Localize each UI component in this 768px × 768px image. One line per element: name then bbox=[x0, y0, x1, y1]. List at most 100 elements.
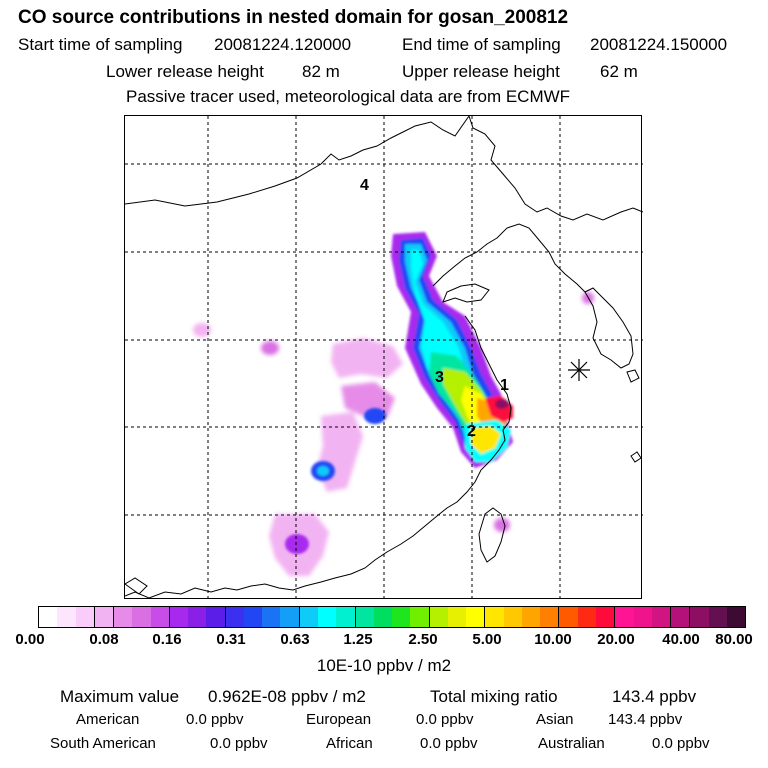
colorbar-swatch bbox=[299, 607, 318, 627]
colorbar-swatch bbox=[485, 607, 504, 627]
colorbar-tick-9: 20.00 bbox=[597, 631, 635, 648]
colorbar-swatch bbox=[540, 607, 560, 627]
plume-haze bbox=[193, 292, 594, 576]
lower-height-label: Lower release height bbox=[106, 62, 264, 81]
colorbar-swatch bbox=[280, 607, 300, 627]
european-label: European bbox=[306, 711, 372, 728]
coast-island-3 bbox=[124, 577, 148, 595]
lower-height-value: 82 m bbox=[302, 62, 340, 81]
colorbar-unit: 10E-10 ppbv / m2 bbox=[316, 656, 452, 675]
colorbar-swatch bbox=[447, 607, 467, 627]
map-grid bbox=[125, 116, 643, 600]
colorbar-tick-6: 2.50 bbox=[408, 631, 438, 648]
south-american-value: 0.0 ppbv bbox=[210, 735, 268, 752]
start-time-value: 20081224.120000 bbox=[214, 35, 352, 54]
colorbar-swatch bbox=[243, 607, 263, 627]
region-label-1: 1 bbox=[500, 377, 509, 394]
plume-corridor bbox=[285, 232, 513, 554]
colorbar-swatch bbox=[373, 607, 393, 627]
colorbar-swatch bbox=[150, 607, 170, 627]
australian-label: Australian bbox=[538, 735, 605, 752]
colorbar-swatch bbox=[429, 607, 448, 627]
european-value: 0.0 ppbv bbox=[416, 711, 474, 728]
border-northeast bbox=[468, 115, 644, 221]
plume-blob-inland bbox=[364, 408, 386, 424]
colorbar-swatch bbox=[690, 607, 709, 627]
american-label: American bbox=[76, 711, 140, 728]
colorbar-swatch bbox=[466, 607, 486, 627]
colorbar-tick-4: 0.63 bbox=[280, 631, 310, 648]
coast-island-2 bbox=[630, 451, 642, 463]
australian-value: 0.0 ppbv bbox=[652, 735, 710, 752]
american-value: 0.0 ppbv bbox=[186, 711, 244, 728]
end-time-label: End time of sampling bbox=[402, 35, 561, 54]
plume-blob-far-south bbox=[285, 534, 309, 554]
plume-haze-central bbox=[331, 338, 403, 378]
colorbar-swatch bbox=[132, 607, 151, 627]
start-time-label: Start time of sampling bbox=[18, 35, 183, 54]
max-value: 0.962E-08 ppbv / m2 bbox=[208, 687, 366, 706]
end-time-value: 20081224.150000 bbox=[590, 35, 728, 54]
receptor-star-icon bbox=[568, 359, 590, 381]
total-mixing-label: Total mixing ratio bbox=[430, 687, 558, 706]
plume-south-yellow bbox=[471, 426, 501, 454]
colorbar-swatch bbox=[633, 607, 652, 627]
total-mixing-value: 143.4 ppbv bbox=[612, 687, 697, 706]
colorbar-swatch bbox=[503, 607, 522, 627]
colorbar-swatch bbox=[559, 607, 578, 627]
coastlines bbox=[124, 115, 644, 599]
asian-label: Asian bbox=[536, 711, 574, 728]
map-svg: 1 2 3 4 bbox=[124, 115, 644, 600]
colorbar-swatch bbox=[75, 607, 95, 627]
plume-spot-far-west bbox=[193, 323, 211, 337]
colorbar-swatch bbox=[392, 607, 411, 627]
colorbar-swatch bbox=[615, 607, 634, 627]
colorbar-swatch bbox=[671, 607, 691, 627]
colorbar-swatch bbox=[355, 607, 374, 627]
colorbar-swatch bbox=[262, 607, 281, 627]
plot-title: CO source contributions in nested domain… bbox=[18, 7, 569, 28]
colorbar-tick-3: 0.31 bbox=[216, 631, 246, 648]
region-label-3: 3 bbox=[435, 369, 444, 386]
colorbar-swatch bbox=[577, 607, 596, 627]
coast-island-1 bbox=[626, 369, 640, 383]
colorbar-swatch bbox=[708, 607, 727, 627]
plume-blob-southwest-core bbox=[317, 466, 329, 476]
colorbar-swatch bbox=[317, 607, 337, 627]
plume-spot-taiwan bbox=[494, 518, 510, 532]
colorbar-swatch bbox=[206, 607, 226, 627]
coast-korea bbox=[584, 287, 634, 369]
colorbar-swatch bbox=[726, 607, 746, 627]
colorbar-swatch bbox=[114, 607, 133, 627]
asian-value: 143.4 ppbv bbox=[608, 711, 683, 728]
colorbar-tick-11: 80.00 bbox=[715, 631, 753, 648]
colorbar-tick-7: 5.00 bbox=[472, 631, 502, 648]
colorbar-tick-0: 0.00 bbox=[15, 631, 45, 648]
coast-china-south bbox=[124, 315, 512, 599]
region-label-4: 4 bbox=[360, 177, 369, 194]
colorbar-swatch bbox=[39, 607, 58, 627]
african-label: African bbox=[326, 735, 373, 752]
plume-spot-west bbox=[261, 341, 279, 355]
upper-height-label: Upper release height bbox=[402, 62, 560, 81]
coast-bohai bbox=[432, 223, 586, 293]
colorbar-swatch bbox=[94, 607, 115, 627]
colorbar-swatch bbox=[225, 607, 244, 627]
colorbar-tick-1: 0.08 bbox=[89, 631, 119, 648]
plume-haze-mid bbox=[341, 382, 395, 418]
colorbar-swatch bbox=[651, 607, 672, 627]
upper-height-value: 62 m bbox=[600, 62, 638, 81]
colorbar-tick-8: 10.00 bbox=[534, 631, 572, 648]
colorbar-swatch bbox=[336, 607, 356, 627]
tracer-note: Passive tracer used, meteorological data… bbox=[126, 87, 571, 106]
max-value-label: Maximum value bbox=[60, 687, 180, 706]
colorbar-swatch bbox=[521, 607, 541, 627]
colorbar-tick-5: 1.25 bbox=[343, 631, 373, 648]
colorbar-swatch bbox=[169, 607, 189, 627]
plume-max-core bbox=[495, 399, 509, 409]
map-panel: 1 2 3 4 bbox=[124, 115, 644, 600]
african-value: 0.0 ppbv bbox=[420, 735, 478, 752]
colorbar-swatch bbox=[410, 607, 430, 627]
colorbar-swatch bbox=[595, 607, 616, 627]
border-mongolia bbox=[124, 115, 470, 207]
